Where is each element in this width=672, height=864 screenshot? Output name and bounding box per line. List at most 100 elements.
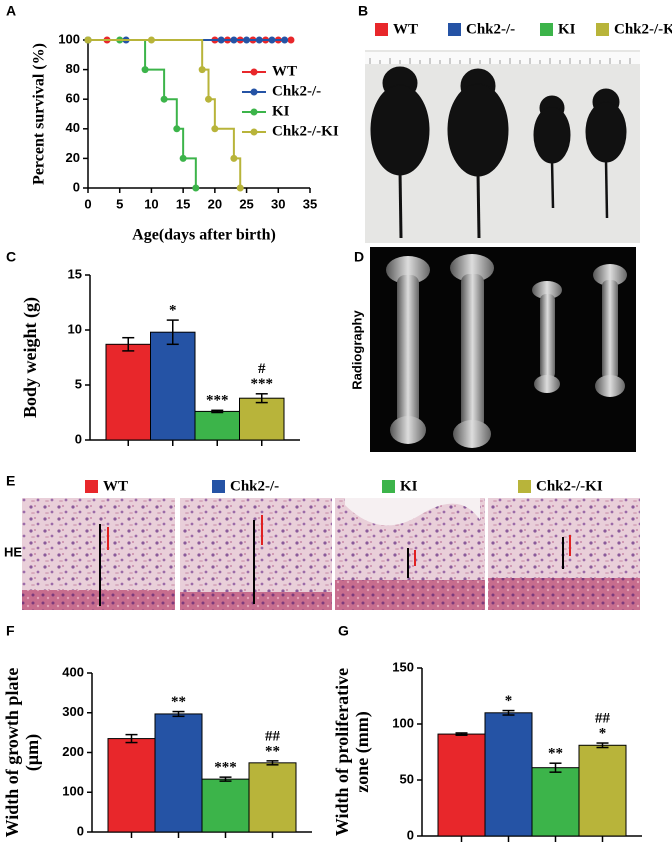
bar (194, 410, 240, 441)
bar (484, 712, 533, 837)
survival-point (268, 36, 276, 44)
legend-label: Chk2-/- (466, 21, 515, 37)
significance-label: ** (265, 743, 280, 759)
panel-label: B (358, 3, 368, 19)
y-tick-label: 400 (62, 664, 84, 679)
significance-label: *** (206, 393, 229, 409)
legend-swatch (85, 480, 98, 493)
y-tick-label: 100 (58, 31, 80, 46)
bar (154, 713, 203, 833)
panel-label: G (338, 623, 349, 639)
panel-label: C (6, 249, 16, 265)
bar (239, 397, 285, 441)
mouse-photo (365, 50, 640, 243)
significance-label: * (599, 725, 607, 741)
y-tick-label: 20 (66, 150, 80, 165)
significance-label: ** (548, 746, 563, 762)
survival-step (164, 98, 178, 129)
y-axis-label: zone (mm) (352, 711, 373, 792)
significance-label: ## (265, 728, 281, 744)
bar (105, 343, 151, 441)
survival-step (202, 68, 210, 100)
legend-swatch (212, 480, 225, 493)
panel-label: F (6, 623, 15, 639)
y-tick-label: 5 (75, 376, 82, 391)
x-tick-label: 0 (84, 196, 91, 211)
y-tick-label: 0 (73, 179, 80, 194)
y-tick-label: 50 (400, 771, 414, 786)
y-tick-label: 100 (62, 784, 84, 799)
survival-point (192, 184, 200, 192)
bar (531, 767, 580, 837)
legend-label: KI (558, 21, 576, 37)
x-tick-label: 15 (176, 196, 190, 211)
panel-label: D (354, 249, 364, 265)
significance-label: ## (595, 710, 611, 726)
y-axis-label: Width of growth plate (2, 668, 22, 838)
y-tick-label: 10 (68, 321, 82, 336)
legend-swatch (382, 480, 395, 493)
survival-point (147, 36, 155, 44)
y-tick-label: 40 (66, 120, 80, 135)
legend-swatch (518, 480, 531, 493)
bar (248, 762, 297, 833)
y-tick-label: 0 (77, 823, 84, 838)
legend-label: Chk2-/- (272, 83, 321, 99)
survival-point (84, 36, 92, 44)
panel-label: E (6, 473, 15, 489)
y-tick-label: 0 (75, 431, 82, 446)
survival-step (145, 68, 166, 100)
y-axis-label: Width of proliferative (332, 668, 352, 836)
legend-label: KI (400, 478, 418, 494)
significance-label: # (258, 361, 266, 377)
y-tick-label: 0 (407, 827, 414, 842)
bar (150, 331, 196, 441)
survival-step (233, 157, 242, 188)
legend-label: WT (272, 63, 297, 79)
x-tick-label: 20 (208, 196, 222, 211)
x-tick-label: 30 (271, 196, 285, 211)
y-axis-label: (μm) (22, 734, 43, 771)
x-tick-label: 10 (144, 196, 158, 211)
significance-label: * (169, 303, 177, 319)
side-label: HE (4, 544, 22, 559)
legend-label: Chk2-/- (230, 478, 279, 494)
y-axis-label: Body weight (g) (20, 297, 41, 418)
survival-point (179, 154, 187, 162)
survival-point (211, 125, 219, 133)
x-axis-label: Age(days after birth) (132, 227, 276, 244)
survival-point (230, 154, 238, 162)
y-axis-label: Percent survival (%) (31, 43, 48, 185)
legend-label: WT (393, 21, 418, 37)
legend-marker (250, 88, 258, 96)
legend-label: WT (103, 478, 128, 494)
survival-step (214, 127, 235, 159)
y-tick-label: 300 (62, 704, 84, 719)
survival-point (230, 36, 238, 44)
y-tick-label: 150 (392, 659, 414, 674)
legend-swatch (596, 23, 609, 36)
significance-label: ** (171, 694, 186, 710)
x-tick-label: 35 (303, 196, 317, 211)
legend-marker (250, 68, 258, 76)
significance-label: *** (214, 760, 237, 776)
survival-point (198, 66, 206, 74)
x-tick-label: 5 (116, 196, 123, 211)
legend-label: KI (272, 103, 290, 119)
survival-step (151, 39, 204, 70)
survival-point (217, 36, 225, 44)
legend-swatch (448, 23, 461, 36)
survival-step (208, 98, 216, 129)
legend-label: Chk2-/-KI (536, 478, 603, 494)
side-label: Radiography (349, 310, 364, 390)
legend-marker (250, 128, 258, 136)
survival-step (119, 39, 147, 70)
legend-label: Chk2-/-KI (614, 21, 672, 37)
y-tick-label: 100 (392, 715, 414, 730)
survival-point (160, 95, 168, 103)
survival-point (173, 125, 181, 133)
survival-point (236, 184, 244, 192)
x-tick-label: 25 (239, 196, 253, 211)
bar (107, 738, 156, 833)
